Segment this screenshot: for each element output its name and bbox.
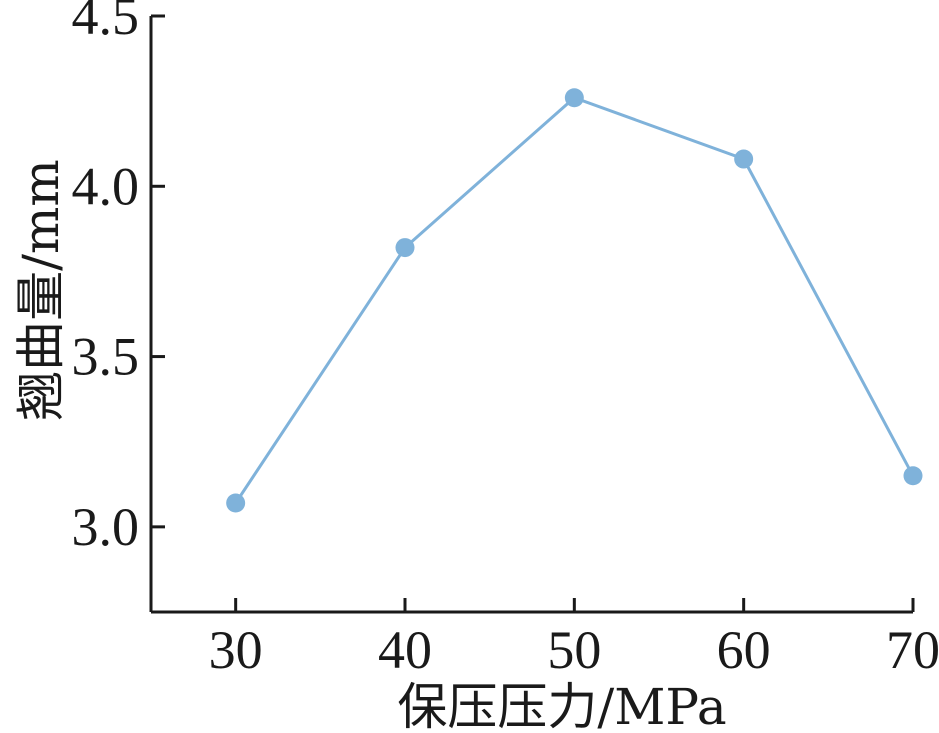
data-point bbox=[903, 466, 923, 486]
y-ticks: 3.0 3.5 4.0 4.5 bbox=[72, 0, 165, 557]
x-tick-label: 50 bbox=[547, 620, 601, 680]
data-point bbox=[226, 493, 246, 513]
y-tick-label: 4.0 bbox=[72, 156, 140, 216]
y-axis-title: 翘曲量/mm bbox=[12, 159, 70, 421]
x-axis-title: 保压压力/MPa bbox=[397, 678, 726, 733]
x-tick-label: 70 bbox=[886, 620, 939, 680]
data-point bbox=[564, 88, 584, 108]
x-ticks: 30 40 50 60 70 bbox=[209, 598, 939, 680]
y-tick-label: 3.5 bbox=[72, 327, 140, 387]
data-point bbox=[734, 149, 754, 169]
y-tick-label: 3.0 bbox=[72, 497, 140, 557]
data-point bbox=[395, 238, 415, 258]
series-line bbox=[234, 95, 915, 504]
x-tick-label: 30 bbox=[209, 620, 263, 680]
x-tick-label: 60 bbox=[717, 620, 771, 680]
y-tick-label: 4.5 bbox=[72, 0, 140, 46]
series-layer bbox=[226, 88, 923, 513]
x-tick-label: 40 bbox=[378, 620, 432, 680]
plot-area: 3.0 3.5 4.0 4.5 30 40 50 60 70 bbox=[72, 0, 939, 680]
